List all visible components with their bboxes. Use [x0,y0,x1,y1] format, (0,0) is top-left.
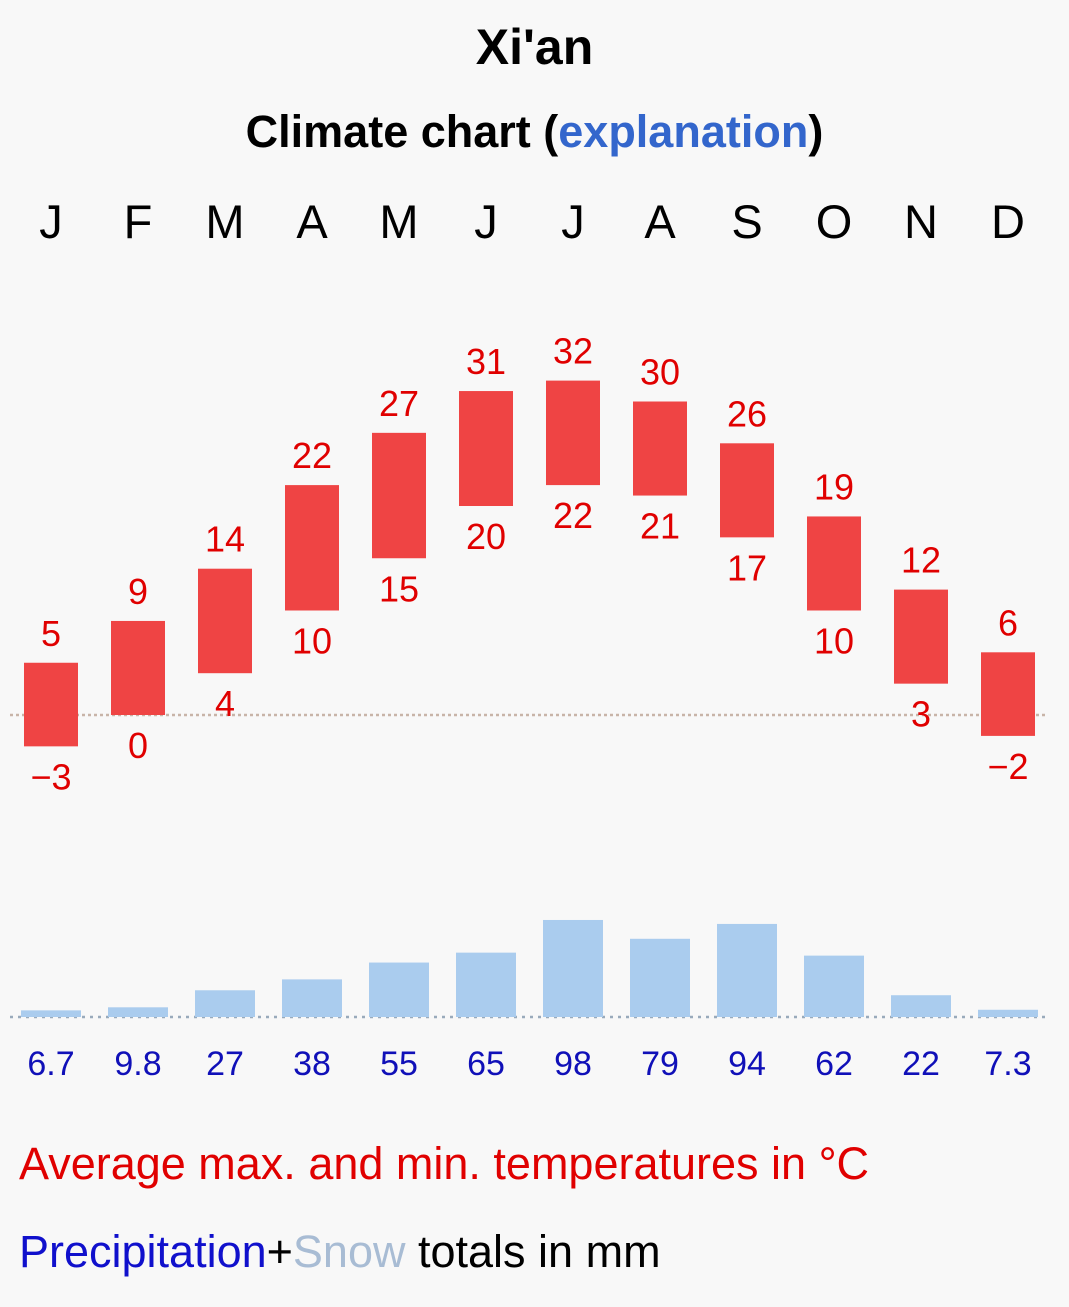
month-label: F [124,195,153,248]
precipitation-bar [108,1007,168,1017]
precipitation-label: 38 [293,1045,331,1083]
precipitation-label: 27 [206,1045,244,1083]
month-label: O [816,195,853,248]
explanation-link[interactable]: explanation [558,106,809,157]
subtitle-suffix: ) [808,106,824,157]
temperature-bar [894,589,948,684]
temperature-bar [111,620,165,715]
precipitation-bar [21,1010,81,1017]
min-temp-label: 3 [911,694,931,735]
max-temp-label: 19 [814,466,854,507]
precipitation-bar [456,952,516,1017]
max-temp-label: 6 [998,602,1018,643]
precipitation-label: 62 [815,1045,853,1083]
max-temp-label: 27 [379,383,419,424]
temperature-legend: Average max. and min. temperatures in °C [19,1138,870,1189]
precipitation-bar [369,962,429,1017]
min-temp-label: 10 [292,621,332,662]
precipitation-bar [195,990,255,1017]
precipitation-label: 55 [380,1045,418,1083]
month-label: D [991,195,1025,248]
min-temp-label: −2 [987,746,1028,787]
month-label: M [205,195,244,248]
precipitation-label: 22 [902,1045,940,1083]
subtitle-prefix: Climate chart ( [245,106,559,157]
precipitation-legend: Precipitation+Snow totals in mm [19,1226,661,1278]
temperature-bar [285,485,339,611]
precipitation-label: 9.8 [114,1045,161,1083]
max-temp-label: 32 [553,331,593,372]
temperature-bar [198,568,252,674]
temperature-bar [546,380,600,486]
month-label: J [39,195,63,248]
temperature-bar [981,652,1035,736]
precipitation-bar [804,955,864,1017]
temperature-bar [372,432,426,559]
temperature-bar [720,443,774,538]
max-temp-label: 26 [727,393,767,434]
precipitation-label: 65 [467,1045,505,1083]
month-label: A [296,195,328,248]
min-temp-label: 22 [553,495,593,536]
month-label: J [474,195,498,248]
month-label: S [731,195,762,248]
chart-subtitle: Climate chart (explanation) [0,106,1069,158]
max-temp-label: 12 [901,540,941,581]
max-temp-label: 22 [292,435,332,476]
min-temp-label: 21 [640,506,680,547]
snow-legend-term: Snow [292,1226,406,1277]
temperature-bars: 5 −3 9 0 14 4 22 10 27 15 31 20 32 22 30 21 26 17 19 10 12 3 6… [24,331,1035,797]
month-label: N [904,195,938,248]
min-temp-label: 20 [466,516,506,557]
min-temp-label: −3 [30,756,71,797]
min-temp-label: 15 [379,568,419,609]
month-label: J [561,195,585,248]
max-temp-label: 30 [640,352,680,393]
precipitation-label: 94 [728,1045,766,1083]
precipitation-bar [978,1009,1038,1017]
max-temp-label: 9 [128,571,148,612]
precipitation-bar [891,995,951,1017]
precipitation-bar [543,919,603,1017]
temperature-bar [24,662,78,747]
max-temp-label: 5 [41,613,61,654]
temperature-bar [807,516,861,611]
min-temp-label: 4 [215,683,235,724]
precipitation-label: 6.7 [27,1045,74,1083]
legend-suffix: totals in mm [405,1226,661,1277]
temperature-bar [459,391,513,506]
precipitation-label: 7.3 [984,1045,1031,1083]
chart-title: Xi'an [475,19,594,75]
precipitation-label: 98 [554,1045,592,1083]
month-label: A [644,195,676,248]
legend-plus: + [266,1226,293,1277]
month-label: M [379,195,418,248]
precipitation-bar [630,938,690,1017]
precipitation-bar [717,923,777,1017]
min-temp-label: 10 [814,621,854,662]
min-temp-label: 0 [128,725,148,766]
max-temp-label: 31 [466,341,506,382]
precipitation-bar [282,979,342,1017]
precipitation-label: 79 [641,1045,679,1083]
min-temp-label: 17 [727,547,767,588]
precipitation-legend-term: Precipitation [19,1226,267,1277]
temperature-bar [633,401,687,496]
max-temp-label: 14 [205,519,245,560]
precipitation-bars: 6.7 9.8 27 38 55 65 98 79 94 62 22 7.3 [21,919,1038,1083]
